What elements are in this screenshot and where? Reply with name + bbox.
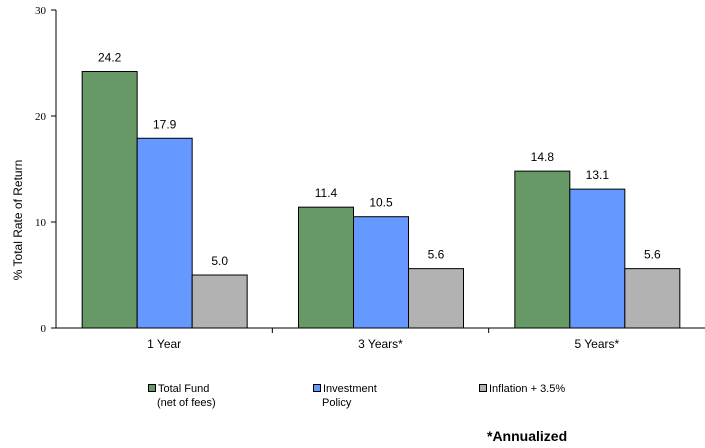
footnote: *Annualized: [487, 428, 568, 444]
bar-1-1: [81, 70, 138, 329]
bar-2-3: [569, 188, 626, 329]
data-labels: 24.2 17.9 5.0 11.4 10.5 5.6 14.8 13.1 5.6: [98, 50, 661, 268]
legend-item-investment-policy: Investment Policy: [313, 382, 377, 410]
data-label: 10.5: [369, 196, 393, 210]
x-tick-label: 5 Years*: [574, 337, 619, 351]
bar-3-3: [624, 268, 681, 329]
legend-label-total-fund: Total Fund: [158, 383, 210, 395]
legend-swatch-total-fund: [148, 384, 156, 392]
y-tick-label: 30: [35, 5, 47, 17]
legend-label-inflation: Inflation + 3.5%: [489, 383, 566, 395]
legend-label-investment-policy: Investment: [323, 383, 377, 395]
legend-item-inflation: Inflation + 3.5%: [479, 382, 565, 396]
bar-1-2: [298, 206, 354, 329]
legend-swatch-inflation: [479, 384, 487, 392]
data-label: 13.1: [586, 168, 610, 182]
legend-item-total-fund: Total Fund (net of fees): [148, 382, 216, 410]
x-tick-label: 3 Years*: [358, 337, 403, 351]
data-label: 5.6: [428, 248, 445, 262]
data-label: 14.8: [531, 150, 555, 164]
bar-3-2: [408, 268, 464, 329]
bar-3-1: [191, 274, 248, 329]
x-tick-label: 1 Year: [147, 337, 181, 351]
legend-swatch-investment-policy: [313, 384, 321, 392]
data-label: 17.9: [153, 117, 177, 131]
data-label: 5.6: [644, 248, 661, 262]
bars: [81, 70, 681, 329]
data-label: 5.0: [211, 254, 228, 268]
y-axis-title: % Total Rate of Return: [11, 160, 25, 281]
bar-2-2: [353, 216, 409, 329]
bar-1-3: [514, 170, 571, 329]
bar-2-1: [136, 137, 193, 329]
y-tick-label: 20: [35, 111, 47, 123]
legend-label-total-fund-line2: (net of fees): [157, 397, 216, 409]
y-tick-label: 0: [41, 323, 47, 335]
data-label: 11.4: [315, 186, 338, 200]
legend-label-investment-policy-line2: Policy: [322, 397, 352, 409]
y-tick-label: 10: [35, 217, 47, 229]
data-label: 24.2: [98, 50, 122, 64]
